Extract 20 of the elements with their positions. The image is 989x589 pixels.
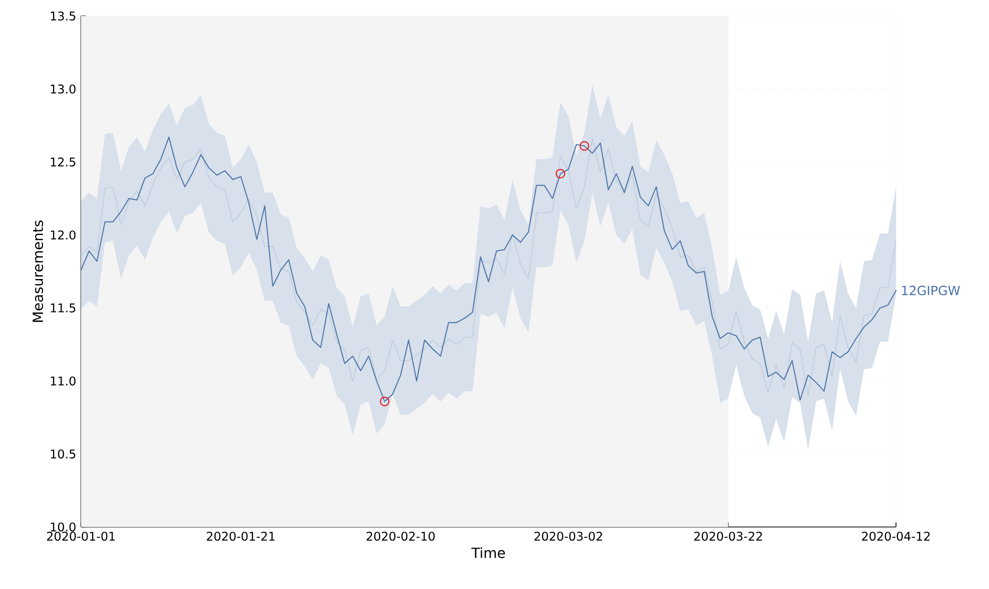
y-tick-label: 13.0 [50, 84, 76, 94]
x-axis-title: Time [471, 547, 505, 558]
y-tick-label: 13.5 [50, 11, 76, 21]
y-axis-title: Measurements [32, 220, 44, 322]
y-tick-label: 11.0 [50, 376, 76, 386]
y-tick-label: 12.0 [50, 230, 76, 240]
x-tick-label: 2020-03-02 [534, 532, 602, 541]
x-tick-label: 2020-02-10 [366, 532, 435, 541]
x-tick-label: 2020-04-12 [862, 532, 930, 541]
point [556, 168, 566, 178]
x-tick-label: 2020-01-01 [47, 532, 115, 541]
point [580, 141, 590, 151]
x-tick-label: 2020-01-21 [206, 532, 275, 541]
y-tick-label: 11.5 [50, 304, 76, 312]
point [380, 396, 390, 406]
series-label: 12GIPGW [902, 286, 960, 296]
y-tick-label: 12.5 [50, 157, 76, 167]
y-tick-label: 10.5 [50, 449, 76, 459]
y-tick-label: 10.0 [50, 522, 76, 532]
x-tick-label: 2020-03-22 [694, 532, 762, 541]
